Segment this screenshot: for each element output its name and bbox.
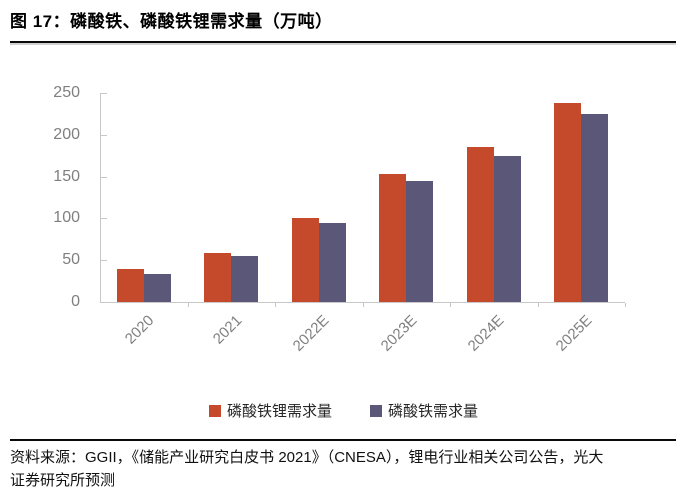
x-tick-label: 2021 [209, 312, 246, 348]
x-tick-label: 2022E [290, 312, 333, 355]
y-tick-label: 0 [71, 293, 80, 310]
y-tick-label: 200 [53, 126, 80, 143]
y-tick-label: 50 [62, 251, 80, 268]
y-axis-line [100, 93, 101, 302]
x-axis-tick [187, 303, 189, 307]
x-axis-tick [537, 303, 539, 307]
bar-2024E-series2 [493, 155, 521, 302]
x-tick-label: 2020 [122, 312, 158, 348]
x-axis-tick [362, 303, 364, 307]
x-tick-label: 2023E [377, 312, 421, 355]
x-axis-tick [625, 303, 626, 307]
bar-2020-series2 [143, 273, 171, 302]
source-line-1: 资料来源：GGII，《储能产业研究白皮书 2021》（CNESA），锂电行业相关… [10, 449, 604, 466]
legend-item: 磷酸铁锂需求量 [208, 400, 332, 421]
bar-2024E-series1 [466, 147, 494, 302]
y-axis-tick [101, 260, 107, 261]
bar-2022E-series2 [318, 222, 346, 302]
demand-bar-chart: 磷酸铁锂需求量 磷酸铁需求量 0 50 100 150 200 250 2020 2021 202… [0, 52, 687, 432]
y-tick-label: 250 [53, 84, 80, 101]
x-tick-label: 2024E [465, 312, 508, 355]
x-axis-line [100, 302, 625, 303]
bar-2023E-series1 [379, 174, 407, 302]
y-axis-tick [101, 135, 107, 136]
y-axis-tick [101, 302, 107, 303]
bar-2022E-series1 [291, 217, 319, 302]
chart-legend: 磷酸铁锂需求量 磷酸铁需求量 [0, 400, 687, 421]
bar-2021-series1 [204, 252, 232, 302]
legend-swatch-icon [208, 404, 221, 417]
y-axis-tick [101, 93, 107, 94]
title-rule [10, 41, 676, 43]
source-line-2: 证券研究所预测 [10, 472, 116, 489]
x-tick-label: 2025E [552, 312, 596, 355]
x-axis-tick [450, 303, 451, 307]
legend-label: 磷酸铁锂需求量 [226, 403, 332, 420]
bar-2021-series2 [231, 256, 259, 302]
bar-2025E-series1 [554, 103, 582, 302]
bar-2020-series1 [116, 269, 144, 302]
y-axis-tick [101, 218, 107, 219]
bar-2023E-series2 [406, 180, 434, 302]
source-rule [10, 439, 676, 441]
legend-label: 磷酸铁需求量 [388, 403, 479, 420]
x-axis-tick [275, 303, 276, 307]
legend-swatch-icon [370, 404, 382, 417]
y-axis-tick [101, 177, 107, 178]
y-tick-label: 150 [53, 168, 80, 185]
source-note: 资料来源：GGII，《储能产业研究白皮书 2021》（CNESA），锂电行业相关… [10, 446, 680, 492]
y-tick-label: 100 [53, 209, 80, 226]
bar-2025E-series2 [581, 113, 609, 302]
legend-item: 磷酸铁需求量 [370, 400, 478, 421]
figure-title: 图 17：磷酸铁、磷酸铁锂需求量（万吨） [10, 12, 333, 31]
